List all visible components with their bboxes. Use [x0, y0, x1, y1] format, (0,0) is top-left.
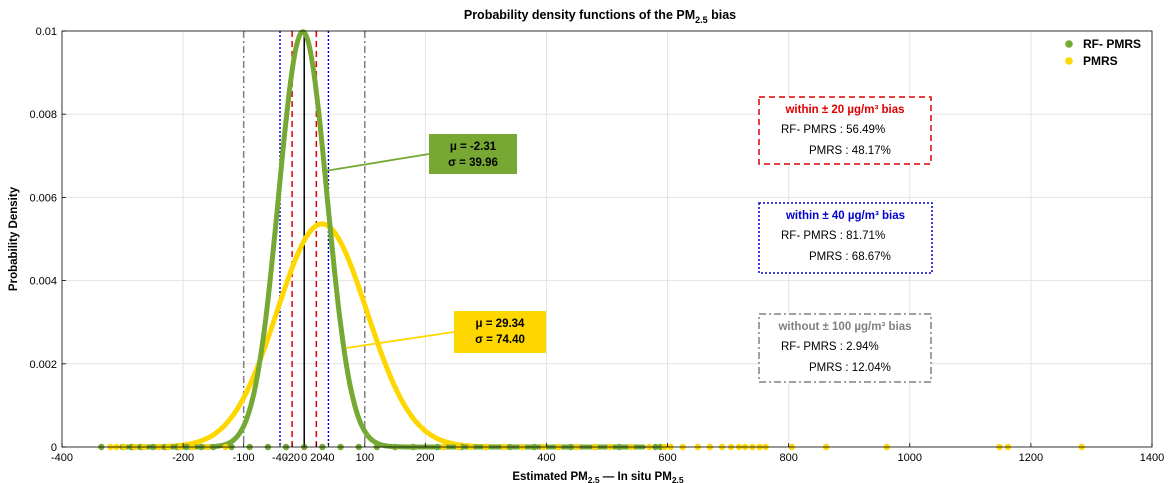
annotation-box	[758, 96, 932, 165]
y-tick-label: 0.008	[29, 109, 57, 121]
x-tick-label: 800	[779, 452, 797, 464]
annotation-box	[758, 202, 933, 274]
plot-frame	[61, 30, 1153, 448]
legend: RF- PMRS PMRS	[1065, 37, 1141, 68]
density-curves	[120, 29, 646, 450]
y-tick-label: 0.004	[29, 276, 57, 288]
annotation-line: PMRS : 48.17%	[809, 145, 891, 157]
x-tick-label: -20	[284, 452, 300, 464]
annotation-line: PMRS : 68.67%	[809, 251, 891, 263]
x-tick-label: -400	[51, 452, 73, 464]
legend-label: PMRS	[1083, 54, 1118, 68]
x-tick-label: 200	[416, 452, 434, 464]
stat-sigma-label: σ = 74.40	[475, 334, 525, 346]
chart-title: Probability density functions of the PM2…	[464, 8, 736, 25]
annotation-line: PMRS : 12.04%	[809, 362, 891, 374]
stat-callout-box	[454, 311, 546, 353]
stat-mu-label: μ = -2.31	[450, 141, 497, 153]
legend-label: RF- PMRS	[1083, 37, 1141, 51]
annotation-title: without ± 100 µg/m³ bias	[777, 321, 911, 333]
stat-callout-box	[429, 134, 517, 174]
annotation-title: within ± 20 µg/m³ bias	[784, 104, 904, 116]
x-axis-label: Estimated PM2.5 — In situ PM2.5	[512, 471, 684, 483]
x-tick-label: 0	[301, 452, 307, 464]
annotation-line: RF- PMRS : 81.71%	[781, 230, 885, 242]
y-tick-label: 0.002	[29, 359, 57, 371]
annotation-boxes: within ± 20 µg/m³ bias RF- PMRS : 56.49% P…	[758, 96, 933, 383]
x-tick-label: 20	[310, 452, 322, 464]
y-axis-label: Probability Density	[8, 186, 20, 291]
annotation-title: within ± 40 µg/m³ bias	[785, 210, 905, 222]
x-tick-label: 600	[658, 452, 676, 464]
annotation-box	[758, 313, 932, 383]
y-tick-label: 0.01	[36, 26, 57, 38]
x-tick-label: -200	[172, 452, 194, 464]
y-tick-label: 0.006	[29, 192, 57, 204]
callout-pointer	[345, 331, 455, 349]
series-line-pmrs	[120, 221, 646, 450]
y-tick-label: 0	[51, 442, 57, 454]
x-tick-label: 1000	[898, 452, 922, 464]
legend-marker	[1065, 57, 1073, 65]
grid-lines	[62, 31, 1152, 447]
callout-pointer	[324, 153, 430, 172]
axis-ticks: -400 -200 -100 -40-20 0 20 40 100 200 400 600 800 10…	[29, 26, 1164, 464]
stat-callouts: μ = -2.31 σ = 39.96 μ = 29.34 σ = 74.40	[324, 134, 546, 353]
x-tick-label: 1400	[1140, 452, 1164, 464]
x-tick-label: -40	[272, 452, 288, 464]
annotation-line: RF- PMRS : 2.94%	[781, 341, 879, 353]
stat-sigma-label: σ = 39.96	[448, 157, 498, 169]
annotation-line: RF- PMRS : 56.49%	[781, 124, 885, 136]
series-line-rf-pmrs	[120, 29, 646, 450]
x-tick-label: 40	[322, 452, 334, 464]
stat-mu-label: μ = 29.34	[476, 318, 526, 330]
x-tick-label: -100	[233, 452, 255, 464]
legend-marker	[1065, 40, 1073, 48]
x-tick-label: 400	[537, 452, 555, 464]
x-tick-label: 100	[356, 452, 374, 464]
x-tick-label: 1200	[1019, 452, 1043, 464]
